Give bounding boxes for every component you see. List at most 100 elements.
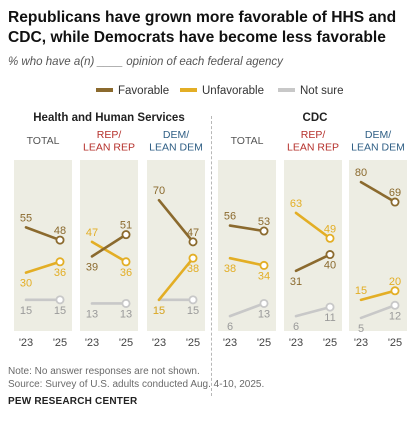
panel-1-not-sure-end-marker	[55, 295, 65, 305]
panel-2-unfavorable-label-end: 36	[120, 267, 132, 279]
panel-3-unfavorable-end-marker	[188, 253, 198, 263]
panel-4-xtick-1: '23	[223, 337, 237, 349]
panel-4-unfavorable-line	[228, 256, 266, 267]
panel-5-not-sure-label-start: 6	[293, 321, 299, 333]
panel-1-favorable-end-marker	[55, 235, 65, 245]
panel-2-favorable-line	[90, 233, 128, 258]
panel-5-unfavorable-label-end: 49	[324, 223, 336, 235]
panel-1-not-sure-label-start: 15	[20, 305, 32, 317]
panel-6-unfavorable-line	[359, 289, 397, 302]
panel-5-favorable-label-end: 40	[324, 260, 336, 272]
chart-subtitle: % who have a(n) ____ opinion of each fed…	[8, 56, 283, 68]
panel-5-favorable-label-start: 31	[290, 276, 302, 288]
panel-1-unfavorable-line	[24, 260, 62, 274]
panel-6-unfavorable-label-start: 15	[355, 285, 367, 297]
panel-6-xtick-2: '25	[388, 337, 402, 349]
brand-footer: PEW RESEARCH CENTER	[8, 396, 138, 407]
panel-4-unfavorable-end-marker	[259, 260, 269, 270]
group-title-hhs: Health and Human Services	[33, 112, 185, 124]
panel-5-not-sure-label-end: 11	[324, 312, 335, 324]
panel-1-not-sure-label-end: 15	[54, 305, 66, 317]
panel-3-unfavorable-label-start: 15	[153, 305, 165, 317]
panel-3-label-line-1: DEM/	[163, 129, 189, 141]
panel-3-not-sure-label-end: 15	[187, 305, 199, 317]
legend-item-favorable: Favorable	[96, 85, 169, 97]
panel-5-xtick-1: '23	[289, 337, 303, 349]
legend-label-not-sure: Not sure	[300, 85, 344, 97]
panel-3-favorable-label-start: 70	[153, 185, 165, 197]
panel-5-not-sure-line	[294, 305, 332, 318]
group-title-cdc: CDC	[302, 112, 328, 124]
group-divider	[211, 116, 212, 396]
panel-6-not-sure-line	[359, 303, 397, 320]
panel-6-favorable-end-marker	[390, 197, 400, 207]
panel-6-unfavorable-label-end: 20	[389, 276, 401, 288]
panel-6-favorable-label-end: 69	[389, 187, 401, 199]
panel-3-not-sure-end-marker	[188, 295, 198, 305]
panel-3-unfavorable-line	[157, 256, 195, 302]
panel-3-label-line-2: LEAN DEM	[149, 142, 203, 154]
panel-5-not-sure-end-marker	[325, 302, 335, 312]
panel-1-favorable-label-start: 55	[20, 212, 32, 224]
panel-2-favorable-end-marker	[121, 230, 131, 240]
panel-6-label-line-1: DEM/	[365, 129, 391, 141]
note: Note: No answer responses are not shown.	[8, 366, 200, 377]
panel-2-favorable-label-end: 51	[120, 220, 132, 232]
legend-item-not-sure: Not sure	[278, 85, 343, 97]
panel-6-not-sure-label-end: 12	[389, 310, 401, 322]
panel-2-unfavorable-label-start: 47	[86, 227, 98, 239]
legend-item-unfavorable: Unfavorable	[180, 85, 264, 97]
legend-swatch-unfavorable	[180, 87, 197, 92]
panel-1-favorable-line	[24, 226, 62, 242]
panel-2-not-sure-end-marker	[121, 298, 131, 308]
panel-6-not-sure-label-start: 5	[358, 323, 364, 335]
panel-5-favorable-line	[294, 253, 332, 273]
panel-2-not-sure-label-start: 13	[86, 308, 98, 320]
panel-5-favorable-end-marker	[325, 250, 335, 260]
panel-3-unfavorable-label-end: 38	[187, 263, 199, 275]
legend-swatch-favorable	[96, 87, 113, 92]
legend-swatch-not-sure	[278, 87, 295, 92]
panel-1-xtick-2: '25	[53, 337, 67, 349]
panel-1-unfavorable-end-marker	[55, 257, 65, 267]
panel-2-label-line-1: REP/	[97, 129, 122, 141]
panel-4-favorable-end-marker	[259, 226, 269, 236]
panel-3-favorable-line	[157, 198, 195, 244]
panel-6-favorable-label-start: 80	[355, 167, 367, 179]
panel-4-xtick-2: '25	[257, 337, 271, 349]
panel-5-unfavorable-end-marker	[325, 233, 335, 243]
panel-6-label-line-2: LEAN DEM	[351, 142, 405, 154]
panel-5-label-line-2: LEAN REP	[287, 142, 339, 154]
panel-2-label-line-2: LEAN REP	[83, 142, 135, 154]
panel-3-xtick-1: '23	[152, 337, 166, 349]
panel-5-background	[284, 160, 342, 331]
panel-5-unfavorable-label-start: 63	[290, 198, 302, 210]
panel-2-unfavorable-line	[90, 240, 128, 264]
source: Source: Survey of U.S. adults conducted …	[8, 379, 265, 390]
panel-1-unfavorable-label-end: 36	[54, 267, 66, 279]
panel-4-favorable-label-start: 56	[224, 211, 236, 223]
panel-1-label-line-1: TOTAL	[27, 135, 60, 147]
panel-2-xtick-2: '25	[119, 337, 133, 349]
panel-5-xtick-2: '25	[323, 337, 337, 349]
panel-4-not-sure-line	[228, 302, 266, 318]
panel-3-not-sure-label-start: 15	[153, 305, 165, 317]
panel-1-xtick-1: '23	[19, 337, 33, 349]
panel-3-favorable-label-end: 47	[187, 227, 199, 239]
panel-2-xtick-1: '23	[85, 337, 99, 349]
chart-title: Republicans have grown more favorable of…	[8, 9, 397, 46]
panel-4-not-sure-label-start: 6	[227, 321, 233, 333]
panel-4-unfavorable-label-start: 38	[224, 263, 236, 275]
panel-1-unfavorable-label-start: 30	[20, 278, 32, 290]
panel-6-xtick-1: '23	[354, 337, 368, 349]
panel-2-favorable-label-start: 39	[86, 261, 98, 273]
panel-3-xtick-2: '25	[186, 337, 200, 349]
panel-4-label-line-1: TOTAL	[231, 135, 264, 147]
panel-5-label-line-1: REP/	[301, 129, 326, 141]
panel-3-favorable-end-marker	[188, 237, 198, 247]
panel-1-favorable-label-end: 48	[54, 225, 66, 237]
legend-label-favorable: Favorable	[118, 85, 170, 97]
legend-label-unfavorable: Unfavorable	[202, 85, 265, 97]
panel-4-unfavorable-label-end: 34	[258, 270, 270, 282]
